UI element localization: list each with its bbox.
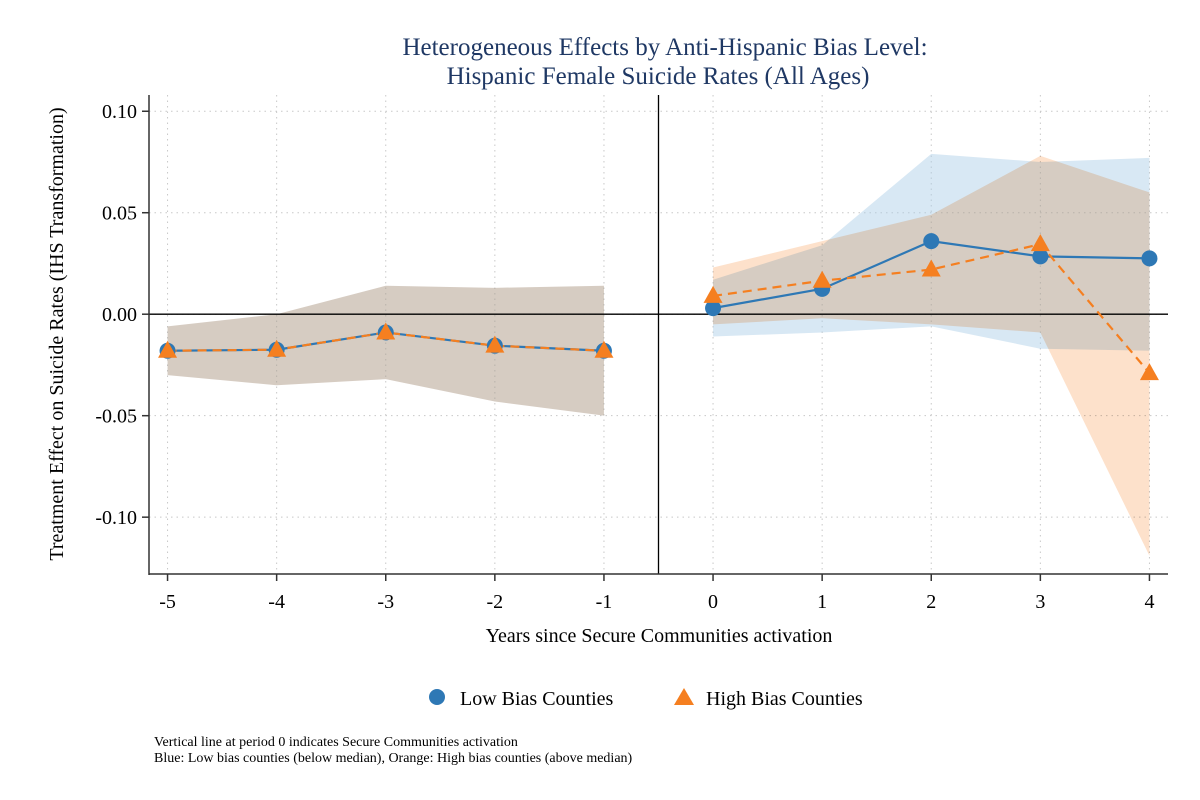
chart-title-line-2: Hispanic Female Suicide Rates (All Ages) (447, 63, 870, 90)
legend-label-high-bias: High Bias Counties (706, 688, 863, 710)
legend-circle-marker (429, 689, 445, 705)
x-tick-label: 2 (926, 591, 936, 613)
footnote-line-2: Blue: Low bias counties (below median), … (154, 751, 633, 766)
x-tick-label: -3 (377, 591, 394, 613)
y-tick-label: -0.05 (95, 406, 137, 428)
high-bias-line-pre (167, 331, 605, 352)
high-bias-point (158, 340, 178, 358)
y-axis-title: Treatment Effect on Suicide Rates (IHS T… (46, 107, 68, 560)
low-bias-point (1032, 248, 1049, 265)
high-bias-point (812, 270, 832, 288)
y-tick-label: -0.10 (95, 507, 137, 529)
series-markers (158, 233, 1159, 381)
high-bias-point (376, 322, 396, 340)
x-axis-title: Years since Secure Communities activatio… (486, 625, 833, 647)
x-tick-label: -5 (159, 591, 176, 613)
y-tick-label: 0.05 (102, 203, 137, 225)
low-bias-point (1141, 250, 1158, 267)
legend-item-low-bias: Low Bias Counties (429, 688, 614, 710)
x-tick-label: 4 (1144, 591, 1154, 613)
chart-title-line-1: Heterogeneous Effects by Anti-Hispanic B… (402, 34, 927, 61)
high-bias-point (267, 339, 287, 357)
high-bias-point (703, 285, 723, 303)
low-bias-point (923, 233, 940, 250)
x-tick-label: -1 (596, 591, 613, 613)
low-bias-point (705, 300, 722, 317)
high-bias-point (1030, 234, 1050, 252)
y-tick-label: 0.00 (102, 304, 137, 326)
footnote-line-1: Vertical line at period 0 indicates Secu… (154, 735, 518, 750)
legend-triangle-marker (674, 688, 694, 705)
legend-item-high-bias: High Bias Counties (674, 688, 863, 710)
high-bias-point (485, 335, 505, 353)
legend-label-low-bias: Low Bias Counties (460, 688, 614, 710)
high-bias-point (1139, 363, 1159, 381)
x-tick-label: -2 (487, 591, 504, 613)
x-tick-label: 1 (817, 591, 827, 613)
high-bias-point (921, 259, 941, 277)
axes (142, 95, 1168, 581)
x-tick-label: 3 (1035, 591, 1045, 613)
y-tick-label: 0.10 (102, 101, 137, 123)
tick-labels: -5 -4 -3 -2 -1 0 1 2 3 4 0.10 0.05 0.00 -0.05 -0.10 (95, 101, 1154, 613)
x-tick-label: -4 (268, 591, 285, 613)
legend: Low Bias Counties High Bias Counties (429, 688, 863, 710)
x-tick-label: 0 (708, 591, 718, 613)
high-bias-point (594, 340, 614, 358)
high-bias-ci-band-pre (167, 285, 604, 416)
reference-lines (149, 95, 1168, 574)
